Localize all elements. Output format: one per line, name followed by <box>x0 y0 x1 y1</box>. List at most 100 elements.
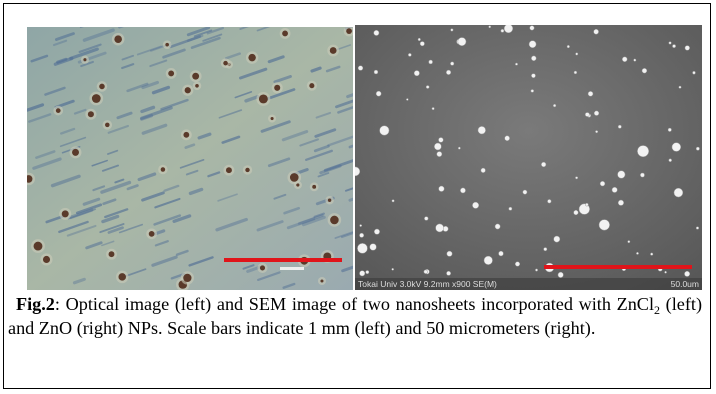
particle <box>185 87 191 93</box>
particle <box>669 42 672 45</box>
particle <box>248 54 255 61</box>
particle <box>558 272 563 277</box>
particle <box>672 44 675 47</box>
particle <box>408 53 411 56</box>
particle <box>495 224 500 229</box>
particle <box>290 173 299 182</box>
particle <box>451 29 454 32</box>
particle <box>432 107 434 109</box>
particle <box>426 85 429 88</box>
particle <box>612 187 617 192</box>
sem-info: Tokai Univ 3.0kV 9.2mm x900 SE(M) <box>358 279 497 289</box>
particle <box>554 236 560 242</box>
particle <box>481 168 486 173</box>
particle <box>259 94 268 103</box>
particle <box>515 63 517 65</box>
particle <box>693 71 696 74</box>
particle <box>424 217 428 221</box>
particle <box>330 47 337 54</box>
particle <box>420 42 424 46</box>
particle <box>531 74 535 78</box>
particle <box>672 143 681 152</box>
particle <box>530 26 535 31</box>
particle <box>360 224 362 226</box>
particle <box>535 269 537 271</box>
particle <box>392 200 394 202</box>
particle <box>665 271 667 273</box>
particle <box>484 256 493 265</box>
particle <box>109 251 115 257</box>
particle <box>458 147 460 149</box>
page: {"figure": {"label": "Fig.2", "caption_b… <box>0 0 716 394</box>
particle <box>642 68 647 73</box>
particle <box>312 185 316 189</box>
optical-image <box>27 27 353 290</box>
particle <box>450 62 454 66</box>
particle <box>499 251 504 256</box>
particle <box>637 145 648 156</box>
particle <box>195 84 199 88</box>
particle <box>636 252 638 254</box>
particle <box>380 126 389 135</box>
scale-bar <box>544 265 692 269</box>
figure-label: Fig.2 <box>16 294 55 314</box>
particle <box>650 253 653 256</box>
streak <box>120 22 138 27</box>
particle <box>553 104 556 107</box>
particle <box>72 149 79 156</box>
particle <box>439 186 445 192</box>
particle <box>105 123 110 128</box>
particle <box>328 199 331 202</box>
particle <box>523 190 527 194</box>
particle <box>161 167 165 171</box>
particle <box>460 188 465 193</box>
particle <box>43 256 50 263</box>
particle <box>544 248 547 251</box>
sem-scale-label: 50.0um <box>671 279 699 289</box>
particle <box>358 66 363 71</box>
particle <box>114 35 122 43</box>
particle <box>594 111 599 116</box>
particle <box>414 70 419 75</box>
particle <box>458 38 466 46</box>
particle <box>149 231 155 237</box>
particle <box>575 177 577 179</box>
particle <box>585 113 589 117</box>
particle <box>56 108 61 113</box>
particle <box>374 30 379 35</box>
particle <box>260 265 265 270</box>
particle <box>223 61 228 66</box>
particle <box>183 132 189 138</box>
particle <box>429 60 433 64</box>
particle <box>83 58 86 61</box>
particle <box>438 138 443 143</box>
particle <box>271 117 274 120</box>
particle <box>515 262 520 267</box>
particle <box>446 271 450 275</box>
particle <box>531 56 536 61</box>
particle <box>504 24 513 33</box>
particle <box>99 84 105 90</box>
particle <box>505 136 510 141</box>
particle <box>595 130 597 132</box>
particle <box>226 167 232 173</box>
sem-image <box>355 25 702 290</box>
particle <box>547 199 551 203</box>
particle <box>418 38 421 41</box>
particle <box>360 271 365 276</box>
particle <box>25 175 33 183</box>
particle <box>696 227 699 230</box>
particle <box>640 173 644 177</box>
particle <box>346 28 352 34</box>
particle <box>618 200 623 205</box>
particle <box>684 271 689 276</box>
particle <box>594 29 599 34</box>
particle <box>628 240 630 242</box>
particle <box>668 128 671 131</box>
particle <box>374 70 378 74</box>
particle <box>359 233 363 237</box>
particle <box>472 202 478 208</box>
caption: Fig.2: Optical image (left) and SEM imag… <box>8 292 702 340</box>
particle <box>320 279 323 282</box>
particle <box>674 188 683 197</box>
